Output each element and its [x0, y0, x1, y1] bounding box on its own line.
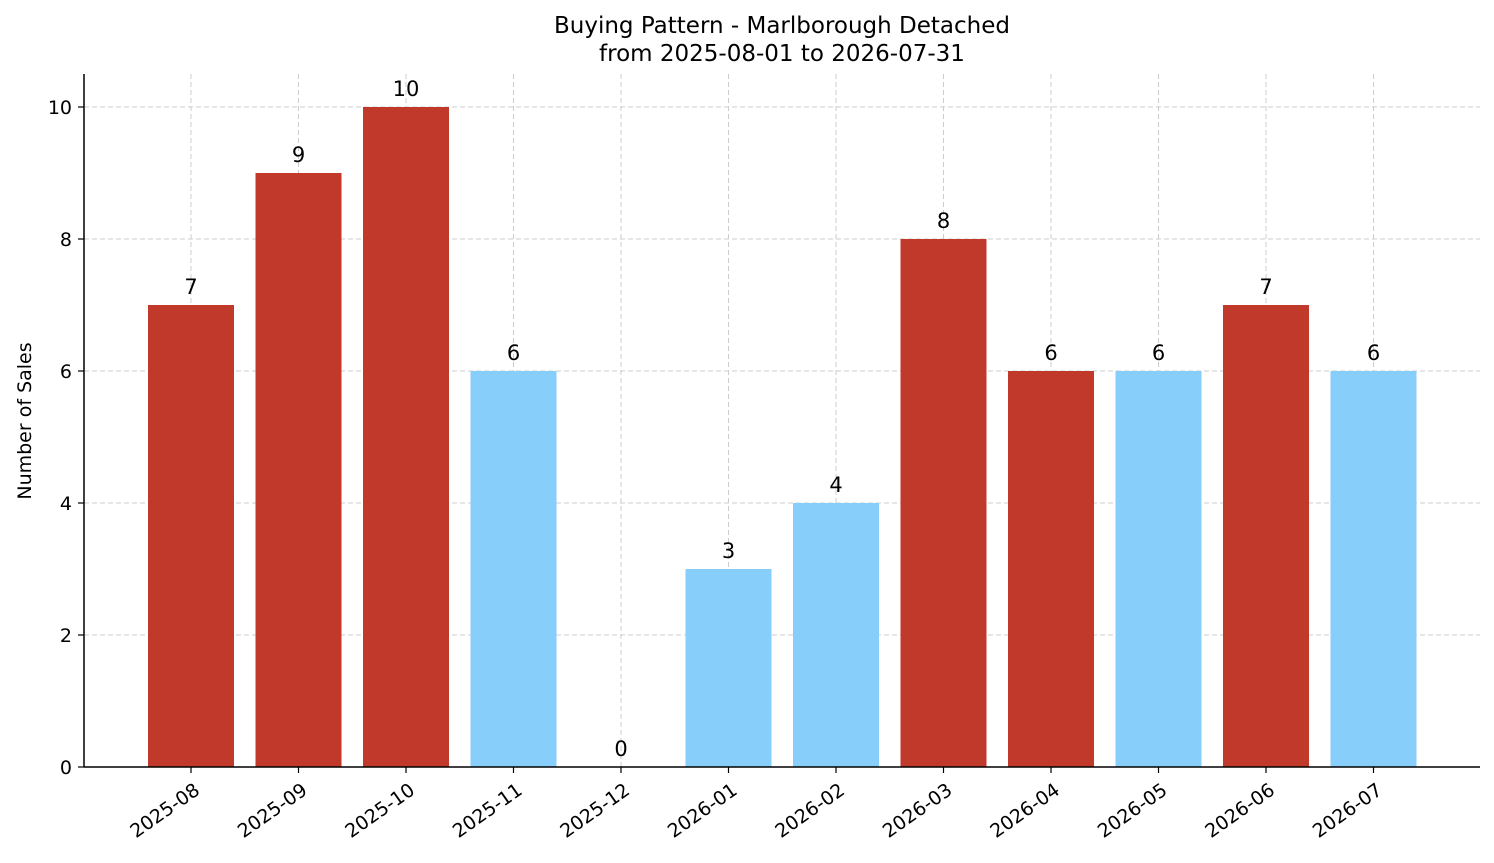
y-tick-label: 6 — [60, 361, 72, 383]
bar-2025-09 — [255, 173, 342, 767]
bar-value-label: 6 — [1044, 341, 1057, 365]
bar-value-label: 8 — [937, 209, 950, 233]
x-tick-label: 2026-04 — [986, 779, 1064, 843]
bar-2026-06 — [1223, 305, 1309, 767]
bar-2025-10 — [363, 107, 449, 767]
bar-2025-08 — [148, 305, 234, 767]
bar-2026-05 — [1115, 371, 1202, 767]
bar-2025-11 — [470, 371, 557, 767]
bar-2026-01 — [685, 569, 772, 767]
y-tick-label: 8 — [60, 229, 72, 251]
bar-value-label: 6 — [1367, 341, 1380, 365]
bar-2026-04 — [1008, 371, 1094, 767]
bar-value-label: 6 — [507, 341, 520, 365]
bar-value-label: 3 — [722, 539, 735, 563]
bar-value-label: 9 — [292, 143, 305, 167]
bar-value-label: 6 — [1152, 341, 1165, 365]
bar-2026-02 — [793, 503, 879, 767]
chart-subtitle: from 2025-08-01 to 2026-07-31 — [599, 41, 965, 67]
bar-value-label: 10 — [393, 77, 420, 101]
bar-2026-03 — [900, 239, 987, 767]
y-tick-label: 2 — [60, 625, 72, 647]
bar-2026-07 — [1330, 371, 1417, 767]
y-tick-label: 4 — [60, 493, 72, 515]
bar-value-label: 0 — [614, 737, 627, 761]
bar-value-label: 4 — [829, 473, 842, 497]
x-tick-label: 2026-05 — [1094, 779, 1172, 843]
x-tick-label: 2025-10 — [341, 779, 419, 843]
bar-value-label: 7 — [1259, 275, 1272, 299]
y-tick-label: 0 — [60, 757, 72, 779]
x-tick-label: 2025-09 — [234, 779, 312, 843]
x-tick-label: 2025-11 — [449, 779, 527, 843]
chart-title: Buying Pattern - Marlborough Detached — [554, 13, 1010, 39]
bars: 7 9 10 6 0 3 4 8 6 6 7 6 — [148, 77, 1417, 767]
x-tick-label: 2026-06 — [1201, 779, 1279, 843]
x-tick-label: 2026-01 — [664, 779, 742, 843]
x-tick-label: 2026-07 — [1309, 779, 1387, 843]
y-axis-label: Number of Sales — [14, 342, 36, 499]
x-tick-label: 2025-12 — [556, 779, 634, 843]
bar-value-label: 7 — [184, 275, 197, 299]
x-tick-label: 2026-03 — [879, 779, 957, 843]
y-tick-label: 10 — [48, 97, 72, 119]
x-tick-label: 2026-02 — [771, 779, 849, 843]
x-tick-label: 2025-08 — [126, 779, 204, 843]
